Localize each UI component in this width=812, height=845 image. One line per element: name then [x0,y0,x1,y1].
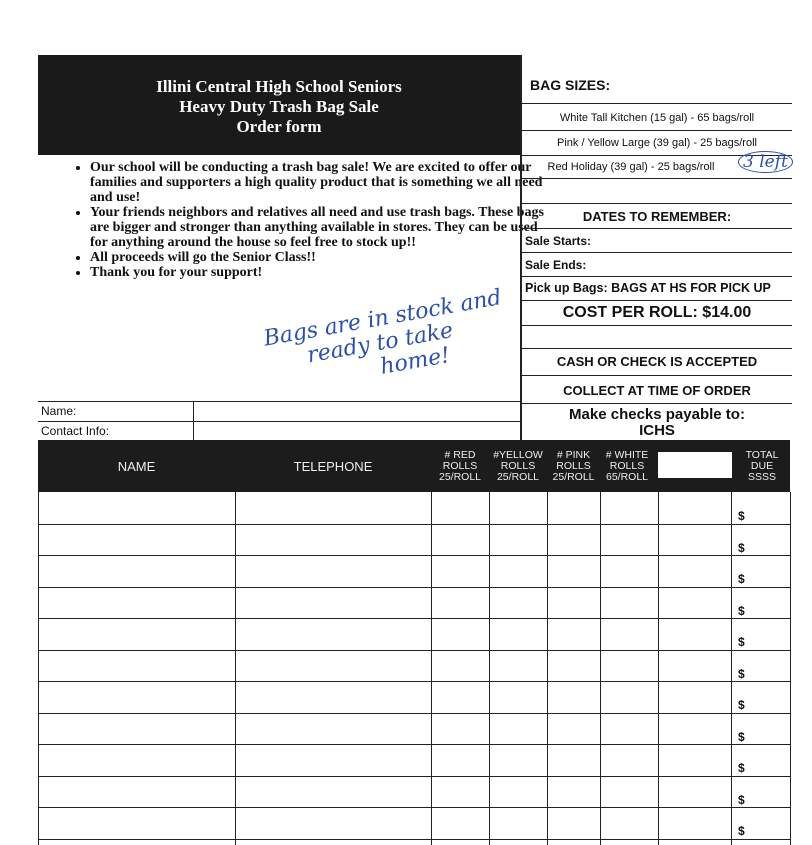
dollar-sign: $ [738,635,745,649]
bag-size-pink-yellow: Pink / Yellow Large (39 gal) - 25 bags/r… [557,137,757,149]
dollar-sign: $ [738,666,745,681]
table-row-line [38,555,790,556]
sale-ends-label: Sale Ends: [525,258,587,272]
bag-size-white: White Tall Kitchen (15 gal) - 65 bags/ro… [559,112,755,124]
handwritten-3-left: 3 left [738,151,793,173]
dates-title: DATES TO REMEMBER: [582,209,732,224]
dollar-sign: $ [738,540,745,555]
name-label: Name: [41,404,77,418]
form-header: Illini Central High School Seniors Heavy… [38,55,520,155]
cost-per-roll: COST PER ROLL: $14.00 [562,304,752,321]
table-row-line [38,618,790,619]
bullet: Thank you for your support! [90,265,550,280]
redacted-column [658,452,732,478]
checks-payable: Make checks payable to: ICHS [522,407,792,439]
dollar-sign: $ [738,824,745,838]
col-name: NAME [117,458,156,474]
table-row-line [38,586,790,588]
table-row-line [38,807,790,808]
dollar-sign: $ [738,509,745,523]
dollar-sign: $ [738,603,745,618]
table-row-line [38,775,790,777]
col-pink: # PINK ROLLS 25/ROLL [552,448,595,483]
contact-field[interactable] [193,422,521,441]
name-row: Name: [38,401,520,422]
info-bullets: Our school will be conducting a trash ba… [64,160,550,280]
dollar-sign: $ [738,792,745,807]
dollar-sign: $ [738,572,745,586]
handwritten-note: Bags are in stock and ready to take home… [262,285,512,399]
bullet: Our school will be conducting a trash ba… [90,160,550,205]
order-table-header: NAME TELEPHONE # RED ROLLS 25/ROLL #YELL… [38,440,790,492]
bag-sizes-title: BAG SIZES: [530,77,611,93]
dollar-sign: $ [738,698,745,712]
col-white: # WHITE ROLLS 65/ROLL [605,448,649,483]
table-row-line [38,712,790,714]
table-row-line [38,681,790,682]
order-table-body: $ $ $ $ $ $ $ $ $ $ $ [38,492,791,845]
sale-starts-label: Sale Starts: [525,234,592,248]
info-column: BAG SIZES: White Tall Kitchen (15 gal) -… [520,55,793,440]
table-row-line [38,649,790,651]
table-row-line [38,523,790,525]
pickup-label: Pick up Bags: BAGS AT HS FOR PICK UP [525,281,771,295]
name-field[interactable] [193,402,521,422]
contact-label: Contact Info: [41,424,110,438]
contact-row: Contact Info: [38,421,520,442]
col-total: TOTAL DUE SSSS [745,448,779,483]
bag-size-red: Red Holiday (39 gal) - 25 bags/roll [547,161,715,173]
payable-name: ICHS [639,422,675,439]
dollar-sign: $ [738,729,745,744]
cash-check-accepted: CASH OR CHECK IS ACCEPTED [556,354,758,369]
header-title-2: Heavy Duty Trash Bag Sale [179,97,379,116]
table-row-line [38,744,790,745]
header-title-3: Order form [236,117,322,136]
payable-line: Make checks payable to: [569,406,745,423]
col-telephone: TELEPHONE [293,458,373,474]
col-red: # RED ROLLS 25/ROLL [438,448,482,483]
collect-at-order: COLLECT AT TIME OF ORDER [563,383,751,398]
dollar-sign: $ [738,761,745,775]
bullet: All proceeds will go the Senior Class!! [90,250,550,265]
col-yellow: #YELLOW ROLLS 25/ROLL [493,448,543,483]
bullet: Your friends neighbors and relatives all… [90,205,550,250]
header-title-1: Illini Central High School Seniors [156,77,402,96]
table-row-line [38,838,790,840]
